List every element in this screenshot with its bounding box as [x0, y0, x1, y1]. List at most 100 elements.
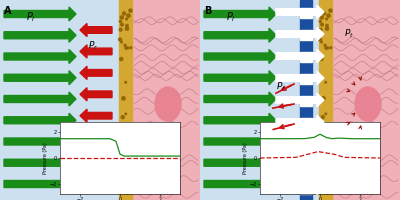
Circle shape	[323, 139, 326, 141]
Circle shape	[122, 97, 125, 100]
Circle shape	[322, 97, 325, 100]
Circle shape	[123, 142, 126, 146]
Circle shape	[124, 44, 126, 46]
Circle shape	[127, 14, 130, 17]
Circle shape	[326, 135, 329, 137]
Polygon shape	[204, 113, 276, 127]
Bar	[332, 0, 400, 200]
Circle shape	[321, 116, 324, 119]
Circle shape	[325, 47, 328, 49]
Ellipse shape	[355, 87, 381, 121]
Circle shape	[319, 20, 322, 22]
Text: A: A	[4, 6, 12, 16]
Circle shape	[322, 172, 326, 175]
Bar	[300, 74, 312, 84]
Bar	[200, 0, 332, 200]
Polygon shape	[80, 88, 112, 101]
Circle shape	[327, 47, 329, 49]
Polygon shape	[4, 49, 76, 64]
Circle shape	[126, 162, 128, 164]
Polygon shape	[276, 159, 324, 173]
Circle shape	[320, 16, 323, 19]
Polygon shape	[204, 71, 276, 85]
Text: $P_r$: $P_r$	[88, 39, 98, 51]
Polygon shape	[276, 137, 324, 151]
Bar	[300, 52, 312, 62]
Circle shape	[129, 9, 132, 12]
Polygon shape	[276, 181, 324, 195]
Circle shape	[122, 12, 126, 15]
Polygon shape	[80, 173, 112, 187]
Text: $P_r$: $P_r$	[276, 81, 286, 93]
Circle shape	[326, 24, 328, 27]
Polygon shape	[204, 156, 276, 170]
Circle shape	[327, 14, 330, 17]
Circle shape	[124, 171, 126, 174]
Circle shape	[121, 41, 122, 43]
Bar	[300, 184, 312, 194]
Circle shape	[121, 116, 124, 119]
Bar	[300, 0, 312, 200]
Polygon shape	[276, 49, 324, 63]
Polygon shape	[276, 5, 324, 19]
Circle shape	[323, 142, 326, 146]
Circle shape	[324, 44, 326, 46]
Circle shape	[125, 47, 128, 49]
Circle shape	[322, 180, 324, 182]
Polygon shape	[276, 115, 324, 129]
Circle shape	[324, 171, 326, 174]
Circle shape	[330, 47, 332, 49]
Circle shape	[318, 38, 322, 41]
Polygon shape	[4, 92, 76, 106]
Circle shape	[126, 18, 128, 20]
Polygon shape	[80, 23, 112, 37]
Circle shape	[128, 154, 130, 156]
Circle shape	[126, 24, 128, 27]
Circle shape	[320, 57, 323, 61]
Polygon shape	[4, 71, 76, 85]
Circle shape	[320, 139, 323, 141]
Circle shape	[121, 23, 123, 26]
Circle shape	[324, 159, 328, 162]
Bar	[300, 162, 312, 172]
Circle shape	[319, 28, 322, 31]
Circle shape	[122, 180, 124, 182]
Circle shape	[120, 139, 123, 141]
Circle shape	[329, 9, 332, 12]
Polygon shape	[276, 27, 324, 41]
Circle shape	[126, 132, 128, 133]
Bar	[119, 0, 132, 200]
Bar	[0, 0, 132, 200]
Circle shape	[126, 165, 128, 167]
Circle shape	[120, 189, 123, 191]
Polygon shape	[276, 71, 324, 85]
Circle shape	[126, 190, 130, 194]
Polygon shape	[80, 131, 112, 144]
Polygon shape	[204, 92, 276, 106]
Polygon shape	[80, 45, 112, 58]
Circle shape	[122, 172, 126, 175]
Circle shape	[326, 190, 330, 194]
Polygon shape	[4, 134, 76, 148]
Circle shape	[125, 27, 128, 30]
Polygon shape	[204, 177, 276, 191]
Polygon shape	[80, 152, 112, 165]
Circle shape	[122, 176, 125, 179]
Bar	[300, 96, 312, 106]
Polygon shape	[4, 28, 76, 42]
Polygon shape	[204, 28, 276, 42]
Bar	[300, 8, 312, 18]
Circle shape	[126, 135, 129, 137]
Text: B: B	[204, 6, 211, 16]
Bar	[319, 0, 332, 200]
Circle shape	[119, 28, 122, 31]
Polygon shape	[4, 156, 76, 170]
Ellipse shape	[155, 87, 181, 121]
Circle shape	[326, 162, 328, 164]
Circle shape	[321, 41, 322, 43]
Polygon shape	[4, 113, 76, 127]
Circle shape	[119, 20, 122, 22]
Circle shape	[321, 186, 323, 188]
Circle shape	[325, 113, 326, 115]
Circle shape	[123, 139, 126, 141]
